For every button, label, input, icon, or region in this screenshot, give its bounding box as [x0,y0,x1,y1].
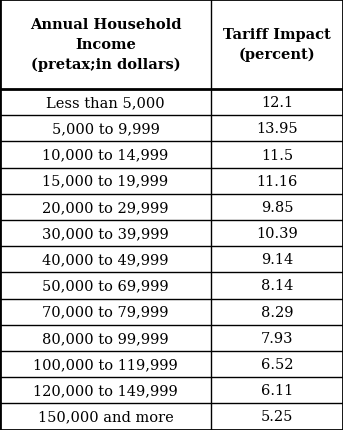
Text: Annual Household
Income
(pretax;in dollars): Annual Household Income (pretax;in dolla… [30,18,181,72]
Text: 11.16: 11.16 [256,174,298,188]
Text: 10,000 to 14,999: 10,000 to 14,999 [42,148,169,162]
Text: 70,000 to 79,999: 70,000 to 79,999 [42,305,169,319]
Text: 15,000 to 19,999: 15,000 to 19,999 [43,174,168,188]
Text: 10.39: 10.39 [256,227,298,240]
Text: 6.11: 6.11 [261,384,293,397]
Text: 20,000 to 29,999: 20,000 to 29,999 [42,200,169,215]
Text: 120,000 to 149,999: 120,000 to 149,999 [33,384,178,397]
Text: 80,000 to 99,999: 80,000 to 99,999 [42,331,169,345]
Text: 5,000 to 9,999: 5,000 to 9,999 [51,122,159,136]
Text: 100,000 to 119,999: 100,000 to 119,999 [33,357,178,371]
Text: 150,000 and more: 150,000 and more [38,409,173,424]
Text: 8.14: 8.14 [261,279,293,293]
Text: 30,000 to 39,999: 30,000 to 39,999 [42,227,169,240]
Text: 40,000 to 49,999: 40,000 to 49,999 [42,253,169,267]
Text: 50,000 to 69,999: 50,000 to 69,999 [42,279,169,293]
Text: Tariff Impact
(percent): Tariff Impact (percent) [223,28,331,62]
Text: 5.25: 5.25 [261,409,293,424]
Text: 12.1: 12.1 [261,96,293,110]
Text: 9.85: 9.85 [261,200,293,215]
Text: Less than 5,000: Less than 5,000 [46,96,165,110]
Text: 13.95: 13.95 [256,122,298,136]
Text: 7.93: 7.93 [261,331,293,345]
Text: 9.14: 9.14 [261,253,293,267]
Text: 11.5: 11.5 [261,148,293,162]
Text: 6.52: 6.52 [261,357,293,371]
Text: 8.29: 8.29 [261,305,293,319]
